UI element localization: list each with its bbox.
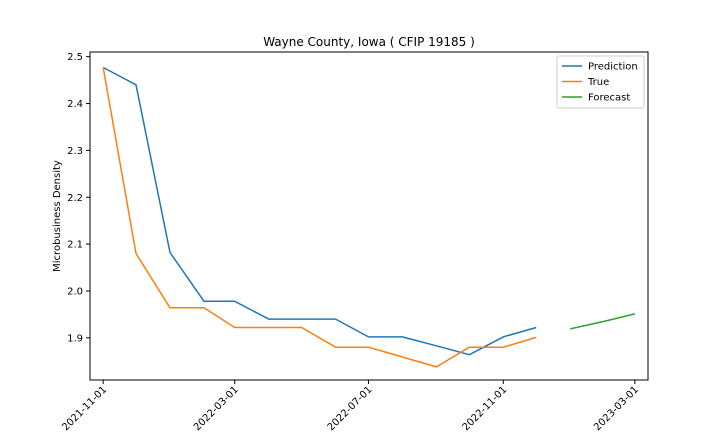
legend-label-true: True xyxy=(587,77,609,88)
chart-title: Wayne County, Iowa ( CFIP 19185 ) xyxy=(263,35,475,49)
plot-area-frame xyxy=(89,51,649,381)
y-tick-label: 2.4 xyxy=(67,99,83,110)
y-tick-label: 2.2 xyxy=(67,193,83,204)
series-line-forecast xyxy=(570,313,635,330)
y-tick-label: 2.5 xyxy=(67,52,83,63)
legend-label-prediction: Prediction xyxy=(588,62,638,73)
x-tick-label: 2022-03-01 xyxy=(192,384,241,432)
legend-box xyxy=(556,55,645,109)
x-tick-label: 2022-11-01 xyxy=(461,384,510,432)
y-tick-label: 2.0 xyxy=(67,286,83,297)
x-tick-label: 2022-07-01 xyxy=(326,384,375,432)
y-axis-title: Microbusiness Density xyxy=(52,160,63,272)
axes-ticks: 1.9 2.0 2.1 2.2 2.3 2.4 2.5 2021-11-01 2022-03-0… xyxy=(60,52,641,432)
y-tick-label: 1.9 xyxy=(67,333,83,344)
y-tick-label: 2.1 xyxy=(67,240,83,251)
y-tick-label: 2.3 xyxy=(67,146,83,157)
series-layer xyxy=(102,66,635,368)
x-tick-label: 2021-11-01 xyxy=(60,384,109,432)
series-line-prediction xyxy=(102,66,537,356)
legend-label-forecast: Forecast xyxy=(588,93,630,104)
x-tick-label: 2023-03-01 xyxy=(592,384,641,432)
series-line-true xyxy=(102,67,537,368)
legend: Prediction True Forecast xyxy=(556,55,645,109)
